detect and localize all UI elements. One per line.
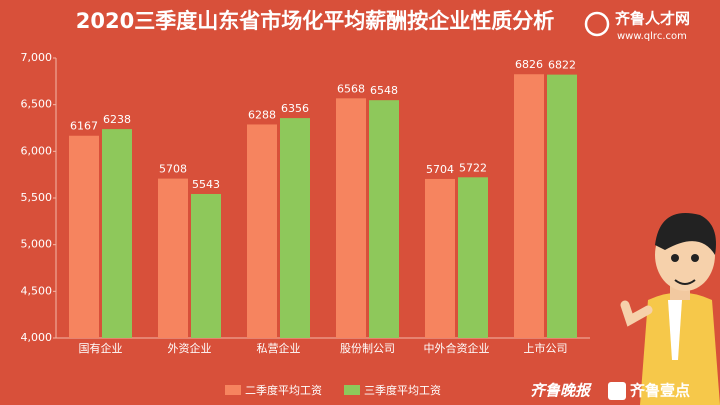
figure-mouth xyxy=(674,279,696,285)
footer-logo: 齐鲁晚报 xyxy=(530,382,592,400)
bar xyxy=(191,193,221,338)
x-tick-label: 外资企业 xyxy=(168,341,212,355)
y-tick-label: 6,500 xyxy=(21,98,53,111)
bar xyxy=(369,100,399,338)
figure-body xyxy=(640,292,720,405)
y-tick-label: 6,000 xyxy=(21,144,53,157)
x-tick-label: 中外合资企业 xyxy=(424,341,490,355)
value-label: 6167 xyxy=(70,120,98,133)
y-tick-label: 7,000 xyxy=(21,51,53,64)
y-tick-label: 4,000 xyxy=(21,331,53,344)
cartoon-figure xyxy=(620,213,720,405)
legend-swatch xyxy=(225,385,241,395)
figure-arm xyxy=(620,300,653,327)
value-label: 6238 xyxy=(103,113,131,126)
brand-name: 齐鲁人才网 xyxy=(615,10,690,28)
x-tick-label: 私营企业 xyxy=(257,341,301,355)
value-label: 6356 xyxy=(281,102,309,115)
bar xyxy=(158,178,188,338)
bar xyxy=(547,74,577,338)
bar xyxy=(69,135,99,338)
bar xyxy=(336,98,366,338)
footer-logos: 齐鲁晚报 齐鲁壹点 xyxy=(530,382,690,400)
value-label: 6822 xyxy=(548,59,576,72)
brand-logo: 齐鲁人才网 www.qlrc.com xyxy=(584,10,690,42)
value-label: 5722 xyxy=(459,161,487,174)
y-tick-label: 4,500 xyxy=(21,284,53,297)
y-tick-label: 5,000 xyxy=(21,238,53,251)
legend-label: 二季度平均工资 xyxy=(245,383,322,397)
figure-eye xyxy=(671,254,679,262)
x-tick-label: 上市公司 xyxy=(524,341,568,355)
legend-swatch xyxy=(344,385,360,395)
logo-icon xyxy=(584,11,610,37)
value-label: 5708 xyxy=(159,163,187,176)
bar xyxy=(102,129,132,338)
figure-shirt xyxy=(668,300,682,360)
figure-hair xyxy=(655,213,716,255)
value-label: 6548 xyxy=(370,84,398,97)
figure-eye xyxy=(691,254,699,262)
bar xyxy=(458,177,488,338)
x-tick-label: 股份制公司 xyxy=(340,342,395,355)
bar xyxy=(280,118,310,339)
value-label: 5704 xyxy=(426,163,454,176)
brand-url: www.qlrc.com xyxy=(617,31,687,42)
value-label: 6826 xyxy=(515,58,543,71)
footer-logo: 齐鲁壹点 xyxy=(630,382,690,400)
legend-label: 三季度平均工资 xyxy=(364,383,441,397)
x-tick-label: 国有企业 xyxy=(79,341,123,355)
bar xyxy=(514,74,544,339)
chart-title: 2020三季度山东省市场化平均薪酬按企业性质分析 xyxy=(76,9,554,33)
bar xyxy=(425,178,455,338)
value-label: 5543 xyxy=(192,178,220,191)
y-tick-label: 5,500 xyxy=(21,191,53,204)
bar xyxy=(247,124,277,338)
footer-icon xyxy=(608,382,626,400)
value-label: 6568 xyxy=(337,82,365,95)
value-label: 6288 xyxy=(248,108,276,121)
